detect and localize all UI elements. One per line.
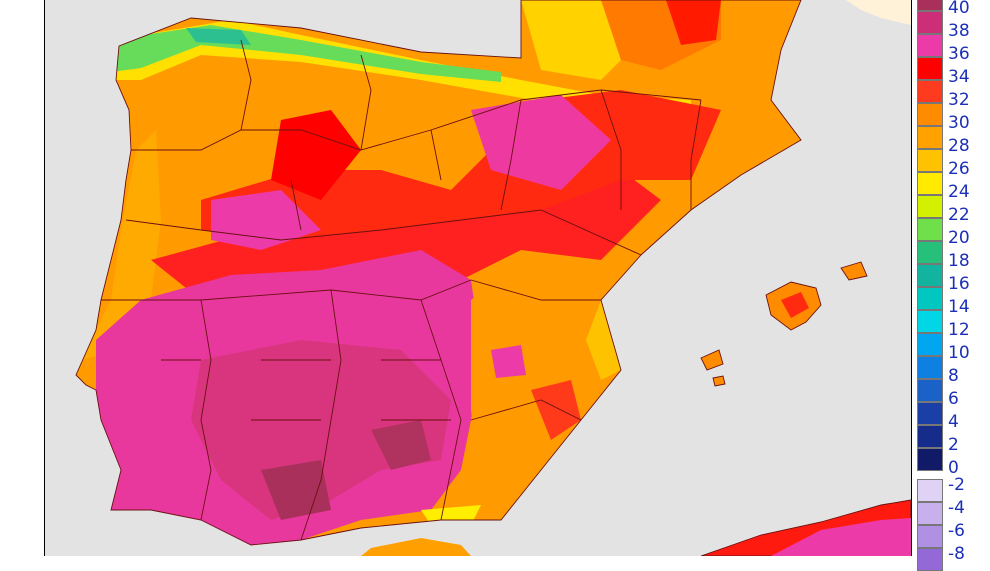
legend-label--4: -4	[948, 498, 965, 518]
legend-swatch-10	[917, 333, 943, 356]
guadalquivir-magenta	[191, 340, 451, 520]
legend-swatch-32	[917, 80, 943, 103]
temperature-map	[44, 0, 912, 556]
zone-16	[186, 28, 251, 45]
legend-swatch-34	[917, 57, 943, 80]
legend-swatch-12	[917, 310, 943, 333]
legend-label-14: 14	[948, 297, 970, 317]
legend-label--8: -8	[948, 544, 965, 564]
legend-label--6: -6	[948, 521, 965, 541]
region-borders	[75, 0, 802, 546]
north-africa-hot	[771, 518, 911, 556]
legend-label--2: -2	[948, 475, 965, 495]
legend-swatch-20	[917, 218, 943, 241]
legend-swatch-14	[917, 287, 943, 310]
legend-label-4: 4	[948, 412, 959, 432]
eastern-hotspot	[491, 345, 526, 378]
legend-swatch-30	[917, 103, 943, 126]
temperature-zones	[81, 0, 721, 545]
legend-swatch--8	[917, 548, 943, 571]
legend-swatch-18	[917, 241, 943, 264]
legend-swatch-38	[917, 11, 943, 34]
legend-label-40: 40	[948, 0, 970, 18]
pyrenees-yellow	[521, 0, 621, 80]
morocco-coast	[361, 538, 471, 556]
legend-label-18: 18	[948, 251, 970, 271]
legend-swatch--2	[917, 479, 943, 502]
mallorca-hot	[781, 292, 809, 318]
legend-swatch-28	[917, 126, 943, 149]
legend-swatch-26	[917, 149, 943, 172]
legend-label-24: 24	[948, 182, 970, 202]
duero-red	[271, 110, 361, 200]
legend-label-6: 6	[948, 389, 959, 409]
legend-swatch-0	[917, 448, 943, 471]
ebro-magenta	[471, 95, 611, 190]
legend-label-12: 12	[948, 320, 970, 340]
legend-swatch-8	[917, 356, 943, 379]
menorca	[840, 261, 868, 281]
legend-label-20: 20	[948, 228, 970, 248]
legend-swatch-24	[917, 172, 943, 195]
temperature-legend: 40 38 36 34 32 30 28 26 24 22 20 18 16 14 12 10 8 6 4 2 0 -2-…	[914, 0, 990, 571]
legend-swatch-40	[917, 0, 943, 11]
legend-label-2: 2	[948, 435, 959, 455]
legend-label-36: 36	[948, 44, 970, 64]
legend-label-8: 8	[948, 366, 959, 386]
legend-label-32: 32	[948, 90, 970, 110]
zone-40-east	[371, 420, 431, 470]
legend-swatch-6	[917, 379, 943, 402]
legend-swatch--4	[917, 502, 943, 525]
formentera	[712, 375, 726, 387]
legend-label-38: 38	[948, 21, 970, 41]
legend-label-34: 34	[948, 67, 970, 87]
murcia-red	[531, 380, 581, 440]
legend-swatch--6	[917, 525, 943, 548]
zone-40	[261, 460, 331, 520]
legend-swatch-2	[917, 425, 943, 448]
pyrenees-red	[666, 0, 721, 45]
legend-label-28: 28	[948, 136, 970, 156]
legend-label-22: 22	[948, 205, 970, 225]
legend-label-10: 10	[948, 343, 970, 363]
legend-label-30: 30	[948, 113, 970, 133]
balearic-islands	[700, 261, 868, 387]
legend-swatch-22	[917, 195, 943, 218]
legend-swatch-16	[917, 264, 943, 287]
legend-label-0: 0	[948, 458, 959, 478]
legend-label-26: 26	[948, 159, 970, 179]
legend-label-16: 16	[948, 274, 970, 294]
ibiza	[700, 349, 724, 371]
iberian-peninsula-map	[45, 0, 911, 556]
legend-swatch-36	[917, 34, 943, 57]
legend-swatch-4	[917, 402, 943, 425]
france-corner	[846, 0, 911, 25]
